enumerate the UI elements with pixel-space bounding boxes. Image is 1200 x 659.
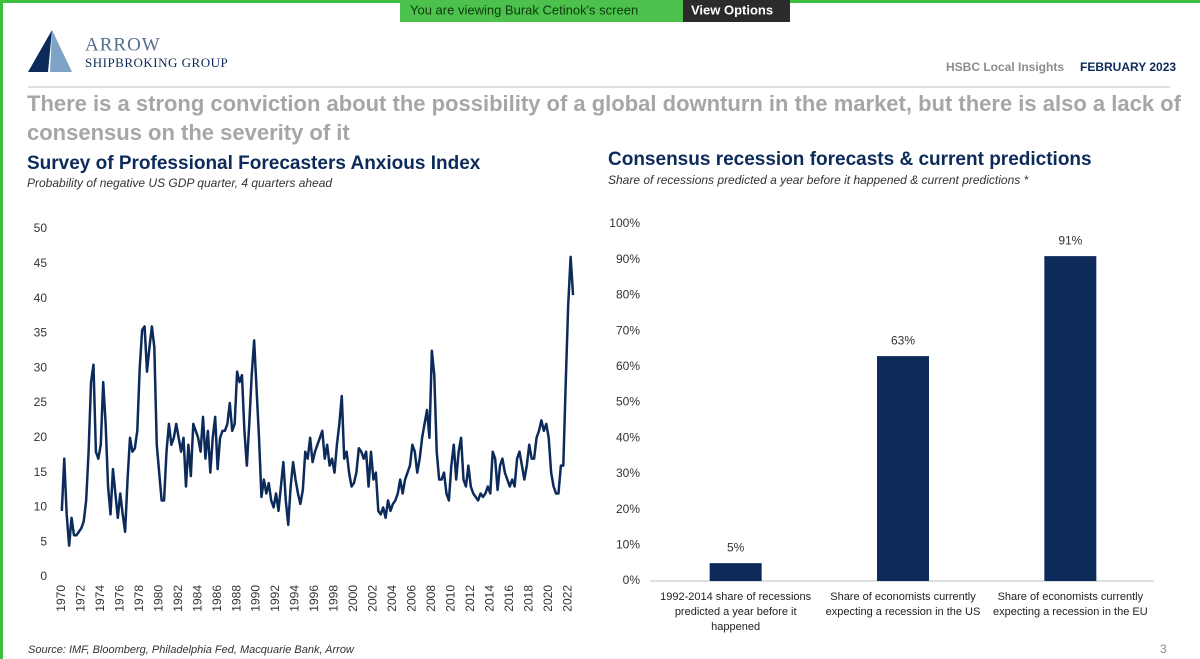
chart-subtitle: Share of recessions predicted a year bef…	[608, 173, 1029, 187]
x-tick-label: 2022	[560, 585, 574, 612]
logo-shape	[50, 30, 72, 72]
y-tick-label: 0%	[623, 573, 641, 587]
x-tick-label: 1986	[210, 585, 224, 612]
view-options-button[interactable]	[683, 0, 790, 22]
x-tick-label: 1996	[307, 585, 321, 612]
bar	[877, 356, 929, 581]
x-tick-label: 2004	[385, 585, 399, 612]
x-tick-label: 1978	[132, 585, 146, 612]
x-tick-label: 2016	[502, 585, 516, 612]
x-tick-label: 1992-2014 share of recessions predicted …	[660, 591, 812, 633]
y-tick-label: 35	[34, 326, 48, 340]
x-tick-label: 2020	[541, 585, 555, 612]
view-options-label[interactable]: View Options	[691, 2, 773, 17]
chart-title: Survey of Professional Forecasters Anxio…	[27, 153, 481, 174]
y-tick-label: 25	[34, 395, 48, 409]
value-label: 63%	[891, 333, 915, 347]
y-tick-label: 20%	[616, 502, 640, 516]
x-tick-label: 2010	[444, 585, 458, 612]
x-tick-label: 1998	[327, 585, 341, 612]
y-tick-label: 50	[34, 221, 48, 235]
x-tick-label: 2018	[521, 585, 535, 612]
x-tick-label: 1974	[93, 585, 107, 612]
y-tick-label: 5	[40, 534, 47, 548]
x-tick-label: 2014	[482, 585, 496, 612]
headline: There is a strong conviction about the p…	[27, 91, 1181, 145]
y-tick-label: 100%	[609, 216, 640, 230]
y-tick-label: 60%	[616, 359, 640, 373]
x-tick-label: 1976	[112, 585, 126, 612]
report-date: FEBRUARY 2023	[1080, 60, 1176, 74]
report-name: HSBC Local Insights	[946, 60, 1064, 74]
chart-title: Consensus recession forecasts & current …	[608, 149, 1092, 170]
y-tick-label: 45	[34, 256, 48, 270]
y-tick-label: 50%	[616, 395, 640, 409]
x-tick-label: 2006	[405, 585, 419, 612]
share-banner	[400, 0, 683, 22]
y-tick-label: 40%	[616, 430, 640, 444]
logo-name: ARROW	[85, 34, 161, 55]
share-banner-text: You are viewing Burak Cetinok's screen	[410, 2, 638, 17]
y-tick-label: 40	[34, 291, 48, 305]
y-tick-label: 30%	[616, 466, 640, 480]
x-tick-label: 1992	[268, 585, 282, 612]
y-tick-label: 10	[34, 500, 48, 514]
y-tick-label: 10%	[616, 537, 640, 551]
logo-shape	[28, 30, 52, 72]
bar	[709, 563, 762, 581]
source-note: Source: IMF, Bloomberg, Philadelphia Fed…	[28, 644, 355, 656]
x-tick-label: 1994	[288, 585, 302, 612]
x-tick-label: 2000	[346, 585, 360, 612]
y-tick-label: 20	[34, 430, 48, 444]
x-tick-label: Share of economists currently expecting …	[992, 591, 1148, 618]
x-tick-label: 1972	[73, 585, 87, 612]
y-tick-label: 15	[34, 465, 48, 479]
x-tick-label: 2002	[366, 585, 380, 612]
y-tick-label: 0	[40, 569, 47, 583]
share-border-left	[0, 0, 3, 659]
x-tick-label: Share of economists currently expecting …	[825, 591, 981, 618]
y-tick-label: 30	[34, 360, 48, 374]
x-tick-label: 2008	[424, 585, 438, 612]
value-label: 5%	[727, 540, 745, 554]
value-label: 91%	[1058, 233, 1082, 247]
x-tick-label: 1970	[54, 585, 68, 612]
y-tick-label: 70%	[616, 323, 640, 337]
y-tick-label: 80%	[616, 288, 640, 302]
logo-subtitle: SHIPBROKING GROUP	[85, 55, 228, 70]
x-tick-label: 1984	[190, 585, 204, 612]
x-tick-label: 1990	[249, 585, 263, 612]
chart-subtitle: Probability of negative US GDP quarter, …	[27, 176, 332, 190]
x-tick-label: 1988	[229, 585, 243, 612]
x-tick-label: 2012	[463, 585, 477, 612]
page-number: 3	[1160, 642, 1167, 656]
bar	[1044, 256, 1097, 581]
x-tick-label: 1980	[151, 585, 165, 612]
data-line	[60, 255, 575, 547]
x-tick-label: 1982	[171, 585, 185, 612]
y-tick-label: 90%	[616, 252, 640, 266]
